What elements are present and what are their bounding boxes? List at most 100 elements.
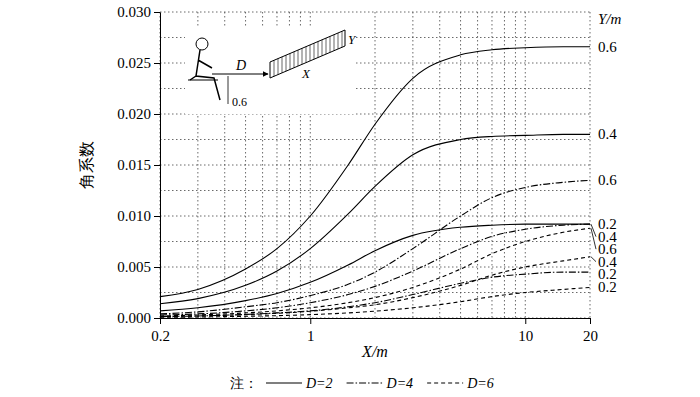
- label-leader: [591, 257, 596, 262]
- y-tick-mark: [154, 12, 160, 13]
- panel-hatch: [314, 43, 315, 59]
- panel-hatch: [318, 42, 319, 58]
- y-tick: 0.010: [117, 208, 160, 224]
- panel-hatch: [298, 50, 299, 66]
- panel-hatch: [302, 48, 303, 64]
- grid-line-y: [160, 267, 590, 268]
- y-tick-mark: [154, 63, 160, 64]
- panel-hatch: [278, 59, 279, 75]
- panel-hatch: [290, 53, 291, 69]
- legend: 注： D=2 D=4 D=6: [230, 376, 494, 391]
- series-label: 0.4: [598, 126, 617, 142]
- label-leader: [591, 228, 596, 249]
- series-line: [160, 228, 590, 316]
- series-line: [160, 224, 590, 315]
- grid-line-x: [375, 12, 376, 318]
- y-tick: 0.020: [117, 106, 160, 122]
- series-line: [160, 272, 590, 316]
- y-tick-mark: [154, 318, 160, 319]
- y-tick: 0.030: [117, 4, 160, 20]
- panel-hatch: [322, 40, 323, 56]
- grid: [160, 12, 590, 318]
- person-body: [190, 50, 220, 100]
- panel-hatch: [310, 45, 311, 61]
- grid-line-y: [160, 190, 590, 191]
- panel-hatch: [330, 36, 331, 52]
- x-tick-label: 10: [518, 328, 533, 344]
- series-line: [160, 134, 590, 303]
- y-tick: 0.015: [117, 157, 160, 173]
- x-tick-label: 1: [307, 328, 315, 344]
- y-tick-label: 0.020: [117, 106, 151, 122]
- panel-hatch: [306, 47, 307, 63]
- y-tick-label: 0.010: [117, 208, 151, 224]
- x-axis: 0.2 1 10 20: [151, 318, 598, 344]
- panel-hatch: [326, 38, 327, 54]
- x-tick: 0.2: [151, 318, 170, 344]
- series-label: 0.6: [598, 172, 617, 188]
- legend-label: D=6: [466, 376, 494, 391]
- y-tick: 0.025: [117, 55, 160, 71]
- y-tick-label: 0.030: [117, 4, 151, 20]
- panel-hatch: [286, 55, 287, 71]
- distance-arrow: [212, 74, 268, 75]
- y-axis-title: 角系数: [78, 141, 95, 189]
- grid-line-y: [160, 165, 590, 166]
- seat: [188, 80, 218, 81]
- person-head: [196, 38, 208, 50]
- legend-label: D=2: [305, 376, 333, 391]
- y-axis: 0.000 0.005 0.010 0.015 0.020 0.025 0.030: [117, 4, 160, 326]
- y-tick-mark: [154, 216, 160, 217]
- y-axis-line: [160, 13, 161, 319]
- inset-bg: [185, 28, 355, 114]
- panel-hatch: [342, 31, 343, 47]
- series-labels: 0.60.40.60.20.40.60.40.20.2: [591, 39, 617, 296]
- inset-label: 0.6: [232, 95, 247, 109]
- x-tick-mark: [310, 318, 311, 324]
- y-tick-mark: [154, 165, 160, 166]
- y-tick: 0.000: [117, 310, 160, 326]
- legend-swatch: [266, 382, 302, 383]
- series-title: Y/m: [598, 11, 622, 27]
- series-label: 0.2: [598, 279, 617, 295]
- series-line: [160, 224, 590, 311]
- x-tick: 20: [583, 318, 598, 344]
- grid-line-y: [160, 12, 590, 13]
- panel-hatch: [294, 52, 295, 68]
- grid-line-y: [160, 216, 590, 217]
- y-tick-mark: [154, 267, 160, 268]
- x-tick-label: 20: [583, 328, 598, 344]
- series-line: [160, 287, 590, 317]
- inset: D 0.6 X Y: [185, 28, 357, 114]
- inset-label: Y: [348, 32, 357, 47]
- grid-line-y: [160, 139, 590, 140]
- series-label: 0.6: [598, 39, 617, 55]
- x-tick: 1: [307, 318, 315, 344]
- legend-swatch: [427, 382, 463, 383]
- legend-label: D=4: [386, 376, 414, 391]
- x-tick-mark: [525, 318, 526, 324]
- x-tick-label: 0.2: [151, 328, 170, 344]
- y-tick-label: 0.025: [117, 55, 151, 71]
- panel-hatch: [334, 35, 335, 51]
- x-tick: 10: [518, 318, 533, 344]
- y-tick-label: 0.000: [117, 310, 151, 326]
- y-tick: 0.005: [117, 259, 160, 275]
- x-tick-mark: [160, 318, 161, 324]
- series-line: [160, 180, 590, 314]
- legend-title: 注：: [230, 376, 258, 391]
- height-line: [228, 76, 229, 104]
- panel-hatch: [282, 57, 283, 73]
- chart: 0.2110200.0000.0050.0100.0150.0200.0250.…: [0, 0, 700, 397]
- legend-swatch: [347, 382, 383, 383]
- panel-hatch: [338, 33, 339, 49]
- y-tick-label: 0.005: [117, 259, 151, 275]
- y-tick-mark: [154, 114, 160, 115]
- inset-label: D: [235, 58, 246, 73]
- x-axis-title: X/m: [361, 343, 388, 360]
- grid-line-y: [160, 241, 590, 242]
- x-tick-mark: [590, 318, 591, 324]
- inset-label: X: [301, 66, 311, 81]
- panel-hatch: [274, 60, 275, 76]
- series-line: [160, 257, 590, 317]
